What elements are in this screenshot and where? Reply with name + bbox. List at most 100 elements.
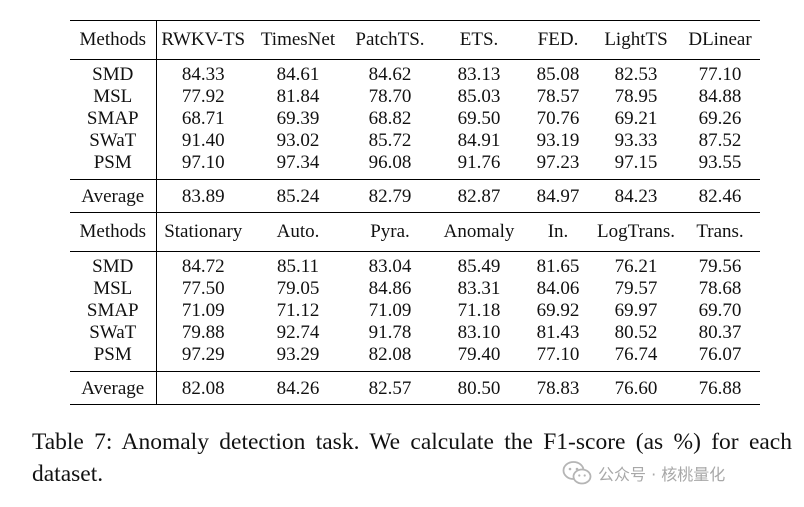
cell: 81.84: [276, 86, 320, 107]
cell: Pyra.: [346, 212, 434, 252]
cell: 96.08: [368, 152, 412, 173]
row-label: MSL: [70, 86, 157, 108]
cell: 80.50: [434, 371, 524, 405]
results-table: Methods RWKV-TS TimesNet PatchTS. ETS. FED. Li…: [70, 20, 760, 405]
cell: 87.52: [698, 130, 742, 151]
cell: Trans.: [680, 212, 760, 252]
cell: 69.70: [698, 300, 742, 321]
cell: 69.39: [276, 108, 320, 129]
cell: 84.33: [156, 59, 250, 86]
cell: 68.82: [368, 108, 412, 129]
cell: 93.19: [536, 130, 580, 151]
cell: 83.31: [457, 278, 501, 299]
cell: 80.37: [698, 322, 742, 343]
cell: 81.43: [536, 322, 580, 343]
table-row: SMAP 71.09 71.12 71.09 71.18 69.92 69.97 69.70: [70, 300, 760, 322]
cell: 76.21: [592, 251, 680, 278]
cell: 79.88: [181, 322, 225, 343]
row-label: SWaT: [70, 130, 157, 152]
cell: ETS.: [434, 20, 524, 60]
row-label: SMAP: [70, 300, 157, 322]
row-label: PSM: [70, 152, 157, 180]
cell: 84.86: [368, 278, 412, 299]
average-row: Average 83.89 85.24 82.79 82.87 84.97 84.23 82.…: [70, 179, 760, 213]
cell: 80.52: [614, 322, 658, 343]
table-row: SMD 84.33 84.61 84.62 83.13 85.08 82.53 77.10: [70, 59, 760, 86]
cell: 82.87: [434, 179, 524, 213]
cell: 97.10: [181, 152, 225, 173]
cell: 85.08: [524, 59, 592, 86]
cell: 85.72: [368, 130, 412, 151]
cell: 78.83: [524, 371, 592, 405]
header-row: Methods Stationary Auto. Pyra. Anomaly In. Log…: [70, 212, 760, 252]
cell: 78.70: [368, 86, 412, 107]
cell: 83.04: [346, 251, 434, 278]
cell: 83.13: [434, 59, 524, 86]
cell: 93.02: [276, 130, 320, 151]
cell: 81.65: [524, 251, 592, 278]
table-row: SWaT 91.40 93.02 85.72 84.91 93.19 93.33 87.52: [70, 130, 760, 152]
cell: 76.07: [698, 344, 742, 365]
cell: 71.18: [457, 300, 501, 321]
table-row: PSM 97.29 93.29 82.08 79.40 77.10 76.74 76.07: [70, 344, 760, 372]
cell: TimesNet: [250, 20, 346, 60]
cell: LightTS: [592, 20, 680, 60]
cell: 70.76: [536, 108, 580, 129]
cell: 93.55: [698, 152, 742, 173]
watermark: 公众号 · 核桃量化: [562, 460, 725, 486]
cell: 69.92: [536, 300, 580, 321]
cell: 71.09: [368, 300, 412, 321]
cell: 85.03: [457, 86, 501, 107]
cell: 76.60: [592, 371, 680, 405]
cell: 84.97: [524, 179, 592, 213]
cell: 97.23: [536, 152, 580, 173]
cell: 79.05: [276, 278, 320, 299]
row-label: Average: [70, 179, 157, 213]
cell: 69.50: [457, 108, 501, 129]
cell: 71.12: [276, 300, 320, 321]
cell: 77.50: [181, 278, 225, 299]
cell: 84.06: [536, 278, 580, 299]
table-row: PSM 97.10 97.34 96.08 91.76 97.23 97.15 93.55: [70, 152, 760, 180]
watermark-text: 公众号 · 核桃量化: [598, 465, 726, 484]
row-label: Methods: [70, 212, 157, 252]
cell: 79.40: [457, 344, 501, 365]
cell: 84.88: [698, 86, 742, 107]
cell: 79.57: [614, 278, 658, 299]
cell: PatchTS.: [346, 20, 434, 60]
cell: 91.78: [368, 322, 412, 343]
cell: 84.62: [346, 59, 434, 86]
cell: 76.88: [680, 371, 760, 405]
cell: 92.74: [276, 322, 320, 343]
cell: Anomaly: [434, 212, 524, 252]
table-row: SMD 84.72 85.11 83.04 85.49 81.65 76.21 79.56: [70, 251, 760, 278]
cell: 84.23: [592, 179, 680, 213]
wechat-icon: [562, 461, 592, 485]
cell: LogTrans.: [592, 212, 680, 252]
cell: 93.33: [614, 130, 658, 151]
row-label: Average: [70, 371, 157, 405]
cell: 85.11: [250, 251, 346, 278]
table-row: SMAP 68.71 69.39 68.82 69.50 70.76 69.21 69.26: [70, 108, 760, 130]
cell: 69.26: [698, 108, 742, 129]
cell: 77.10: [536, 344, 580, 365]
cell: RWKV-TS: [156, 20, 250, 60]
row-label: SMD: [70, 59, 157, 86]
cell: 82.46: [680, 179, 760, 213]
cell: Auto.: [250, 212, 346, 252]
cell: 69.21: [614, 108, 658, 129]
header-row: Methods RWKV-TS TimesNet PatchTS. ETS. FED. Li…: [70, 20, 760, 60]
row-label: SMD: [70, 251, 157, 278]
cell: 97.29: [181, 344, 225, 365]
row-label: SMAP: [70, 108, 157, 130]
cell: 97.34: [276, 152, 320, 173]
cell: 68.71: [181, 108, 225, 129]
cell: 69.97: [614, 300, 658, 321]
cell: 77.10: [680, 59, 760, 86]
row-label: Methods: [70, 20, 157, 60]
cell: 83.10: [457, 322, 501, 343]
cell: FED.: [524, 20, 592, 60]
cell: 83.89: [156, 179, 250, 213]
row-label: MSL: [70, 278, 157, 300]
cell: 84.61: [250, 59, 346, 86]
